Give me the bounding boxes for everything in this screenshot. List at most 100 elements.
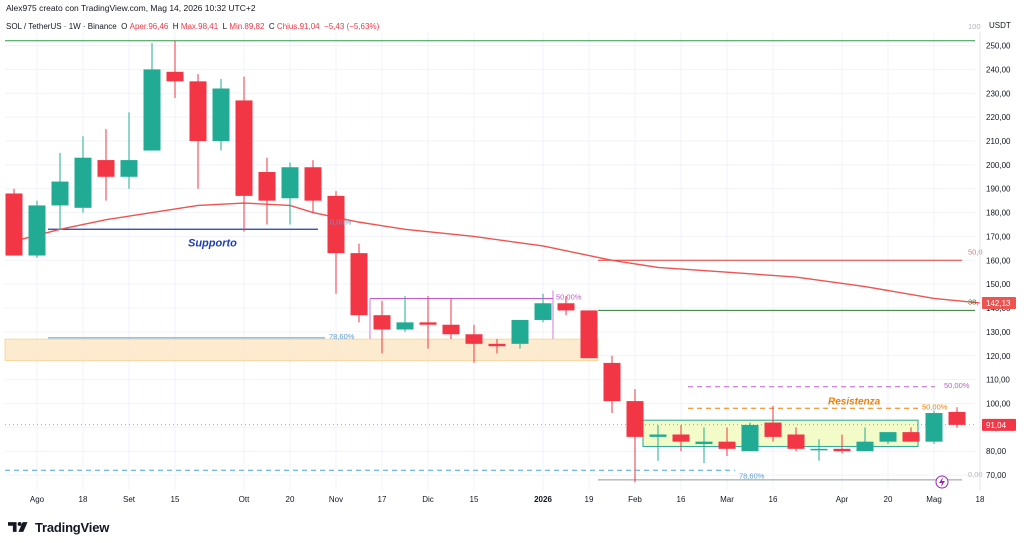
price-tick-label: 70,00 xyxy=(986,471,1007,480)
candle-body xyxy=(603,362,621,402)
fib-50-mid-label: 50,00% xyxy=(556,292,582,301)
time-tick-label: 15 xyxy=(171,495,180,504)
candle xyxy=(304,160,322,213)
current-price-badge-text: 91,04 xyxy=(986,421,1007,430)
candle xyxy=(787,427,805,452)
time-tick-label: Set xyxy=(123,495,136,504)
candle-body xyxy=(166,71,184,82)
candle-body xyxy=(833,448,851,452)
ma-price-badge-bg xyxy=(982,296,1016,309)
candle xyxy=(166,40,184,99)
time-axis: Ago 18 Set 15 Ott 20 Nov 17 Dic 15 2026 19 Feb 16 Mar 1… xyxy=(30,495,985,504)
time-tick-label: Apr xyxy=(836,495,849,504)
price-tick-label: 190,00 xyxy=(986,185,1011,194)
low-value: Min.89,82 xyxy=(229,22,265,31)
price-tick-label: 210,00 xyxy=(986,137,1011,146)
chart-annotations: SupportoResistenza0,00%78,60%50,00%50,00… xyxy=(188,22,983,489)
price-tick-label: 100,00 xyxy=(986,399,1011,408)
candle xyxy=(948,407,966,428)
close-label: C xyxy=(268,22,275,31)
candle-body xyxy=(281,167,299,199)
candle xyxy=(51,152,69,230)
time-tick-label: 16 xyxy=(769,495,778,504)
candle xyxy=(396,296,414,332)
candle-body xyxy=(235,100,253,196)
credit-line: Alex975 creato con TradingView.com, Mag … xyxy=(6,3,256,13)
candle-body xyxy=(51,181,69,206)
candle-body xyxy=(442,324,460,335)
candle-body xyxy=(465,334,483,344)
lightning-icon xyxy=(939,477,945,487)
time-tick-label: Feb xyxy=(628,495,642,504)
price-axis: 70,0080,0090,00100,00110,00120,00130,001… xyxy=(979,32,1016,490)
time-tick-label: 20 xyxy=(884,495,893,504)
candle xyxy=(672,424,690,452)
supporto-label: Supporto xyxy=(188,237,237,249)
candle-body xyxy=(741,424,759,452)
candle-body xyxy=(948,411,966,425)
price-tick-label: 80,00 xyxy=(986,447,1007,456)
candle xyxy=(925,410,943,445)
time-tick-label: Ott xyxy=(239,495,250,504)
candle xyxy=(5,188,23,256)
candle xyxy=(488,339,506,354)
candle-body xyxy=(925,413,943,442)
fib-50-far-label: 50,0 xyxy=(968,247,983,256)
fib-100-right-label: 100 xyxy=(968,22,981,31)
chart-header: Alex975 creato con TradingView.com, Mag … xyxy=(0,0,1024,31)
time-tick-label: 18 xyxy=(79,495,88,504)
candle-body xyxy=(534,303,552,320)
fib-50-right-top-label: 50,00% xyxy=(944,381,970,390)
tradingview-logo[interactable]: TradingView xyxy=(8,516,109,538)
candle xyxy=(281,162,299,225)
symbol-label[interactable]: SOL / TetherUS · 1W · Binance xyxy=(6,22,117,31)
price-tick-label: 250,00 xyxy=(986,42,1011,51)
fib-786-right-label: 78,60% xyxy=(739,471,765,480)
candle-body xyxy=(902,432,920,442)
currency-label: USDT xyxy=(989,21,1011,30)
candle-body xyxy=(120,160,138,177)
price-tick-label: 200,00 xyxy=(986,161,1011,170)
candle xyxy=(810,439,828,461)
candle xyxy=(120,112,138,189)
ohlc-legend: SOL / TetherUS · 1W · Binance O Aper.96,… xyxy=(6,22,379,31)
candle-body xyxy=(488,343,506,347)
candle-body xyxy=(373,315,391,330)
candle-body xyxy=(649,434,667,437)
candle-body xyxy=(764,422,782,437)
price-tick-label: 160,00 xyxy=(986,256,1011,265)
price-tick-label: 110,00 xyxy=(986,376,1010,385)
candle-body xyxy=(626,401,644,437)
price-tick-label: 220,00 xyxy=(986,113,1011,122)
current-price-badge: 91,04 xyxy=(982,418,1016,431)
time-tick-label: Mag xyxy=(926,495,942,504)
candle xyxy=(695,427,713,464)
candle xyxy=(557,296,575,316)
candle-body xyxy=(672,434,690,442)
candle xyxy=(580,310,598,359)
candle-body xyxy=(97,160,115,177)
candle xyxy=(879,432,897,445)
candle xyxy=(373,300,391,354)
candle xyxy=(856,427,874,452)
candle xyxy=(511,319,529,349)
time-tick-label: 20 xyxy=(286,495,295,504)
candle-body xyxy=(557,303,575,311)
candle-body xyxy=(5,193,23,256)
price-tick-label: 170,00 xyxy=(986,232,1011,241)
price-tick-label: 150,00 xyxy=(986,280,1011,289)
candle xyxy=(97,129,115,201)
candle xyxy=(465,324,483,363)
candle-body xyxy=(396,322,414,330)
high-value: Max.98,41 xyxy=(180,22,219,31)
time-tick-label: Mar xyxy=(720,495,734,504)
candle xyxy=(534,293,552,323)
high-label: H xyxy=(172,22,179,31)
candle-body xyxy=(511,319,529,344)
candle xyxy=(741,422,759,452)
price-chart[interactable]: SupportoResistenza0,00%78,60%50,00%50,00… xyxy=(0,0,1024,516)
candle-body xyxy=(74,157,92,208)
candle-body xyxy=(212,88,230,141)
candle xyxy=(649,424,667,461)
candle-body xyxy=(718,441,736,449)
